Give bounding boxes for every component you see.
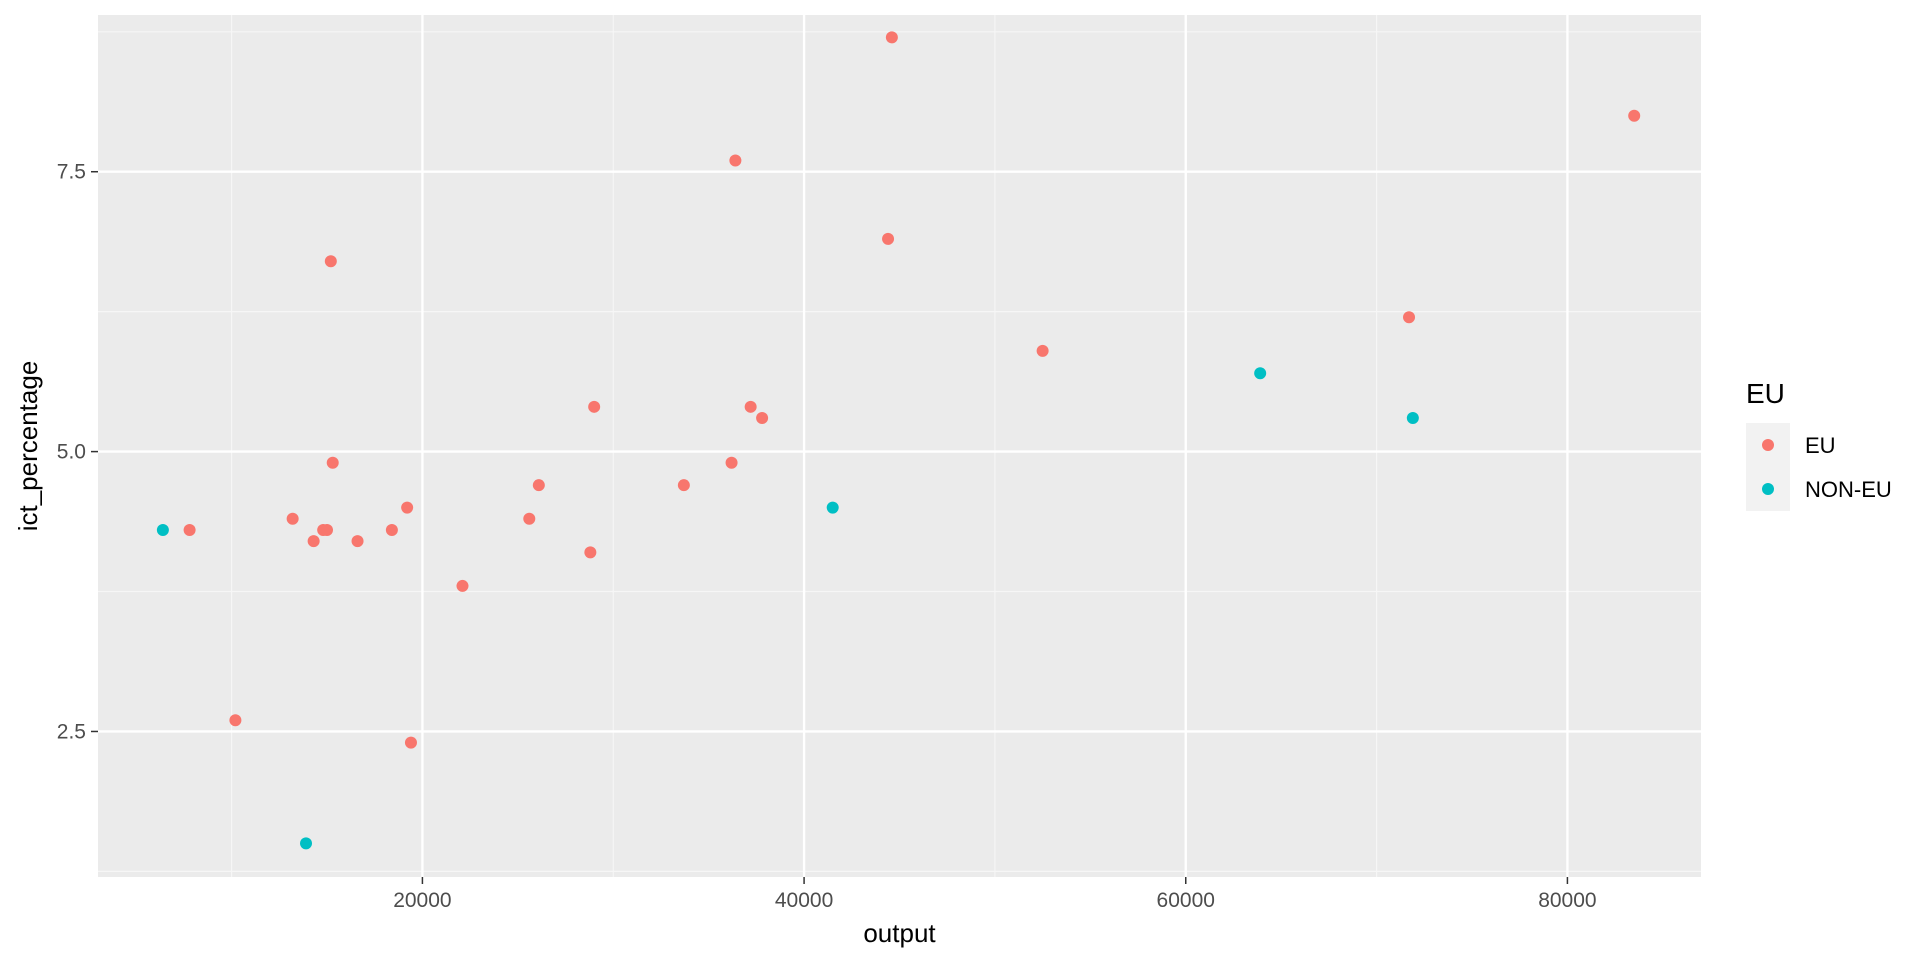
data-point-non-eu xyxy=(826,501,839,514)
data-points xyxy=(156,31,1641,850)
data-point-eu xyxy=(1628,109,1641,122)
data-point-eu xyxy=(456,579,469,592)
data-point-non-eu xyxy=(300,837,313,850)
x-tick-label: 20000 xyxy=(393,889,451,912)
major-gridlines xyxy=(98,15,1701,877)
data-point-eu xyxy=(1403,311,1416,324)
data-point-eu xyxy=(321,523,333,536)
data-point-eu xyxy=(882,232,895,245)
x-axis-title: output xyxy=(863,918,936,948)
plot-panel xyxy=(98,15,1701,877)
data-point-eu xyxy=(523,512,536,525)
data-point-eu xyxy=(677,479,690,492)
data-point-eu xyxy=(324,255,337,268)
data-point-eu xyxy=(725,456,738,469)
data-point-eu xyxy=(584,546,597,559)
y-tick-label: 7.5 xyxy=(57,161,86,184)
data-point-eu xyxy=(401,501,414,514)
minor-gridlines xyxy=(98,15,1701,877)
legend-key-eu xyxy=(1762,439,1774,451)
legend-label-non-eu: NON-EU xyxy=(1805,477,1892,502)
y-axis-title: ict_percentage xyxy=(13,361,43,532)
legend-label-eu: EU xyxy=(1805,433,1836,458)
data-point-non-eu xyxy=(1254,367,1267,380)
x-tick-label: 60000 xyxy=(1157,889,1215,912)
y-axis-ticks: 2.5 5.0 7.5 xyxy=(57,161,98,743)
data-point-eu xyxy=(532,479,545,492)
data-point-eu xyxy=(404,736,417,749)
data-point-eu xyxy=(351,535,364,548)
data-point-eu xyxy=(286,512,299,525)
data-point-non-eu xyxy=(1406,412,1419,425)
data-point-eu xyxy=(326,456,339,469)
data-point-eu xyxy=(588,400,601,413)
data-point-eu xyxy=(385,523,398,536)
y-tick-label: 5.0 xyxy=(57,441,86,464)
data-point-eu xyxy=(183,523,196,536)
data-point-eu xyxy=(756,412,769,425)
data-point-eu xyxy=(1036,344,1049,357)
data-point-non-eu xyxy=(156,523,169,536)
data-point-eu xyxy=(229,714,242,727)
legend: EU EU NON-EU xyxy=(1746,378,1892,511)
data-point-eu xyxy=(729,154,742,167)
data-point-eu xyxy=(885,31,898,44)
legend-title: EU xyxy=(1746,378,1785,409)
x-axis-ticks: 20000 40000 60000 80000 xyxy=(393,877,1597,912)
x-tick-label: 80000 xyxy=(1538,889,1596,912)
data-point-eu xyxy=(307,535,320,548)
y-tick-label: 2.5 xyxy=(57,720,86,743)
data-point-eu xyxy=(744,400,757,413)
legend-key-non-eu xyxy=(1762,483,1774,495)
x-tick-label: 40000 xyxy=(775,889,833,912)
